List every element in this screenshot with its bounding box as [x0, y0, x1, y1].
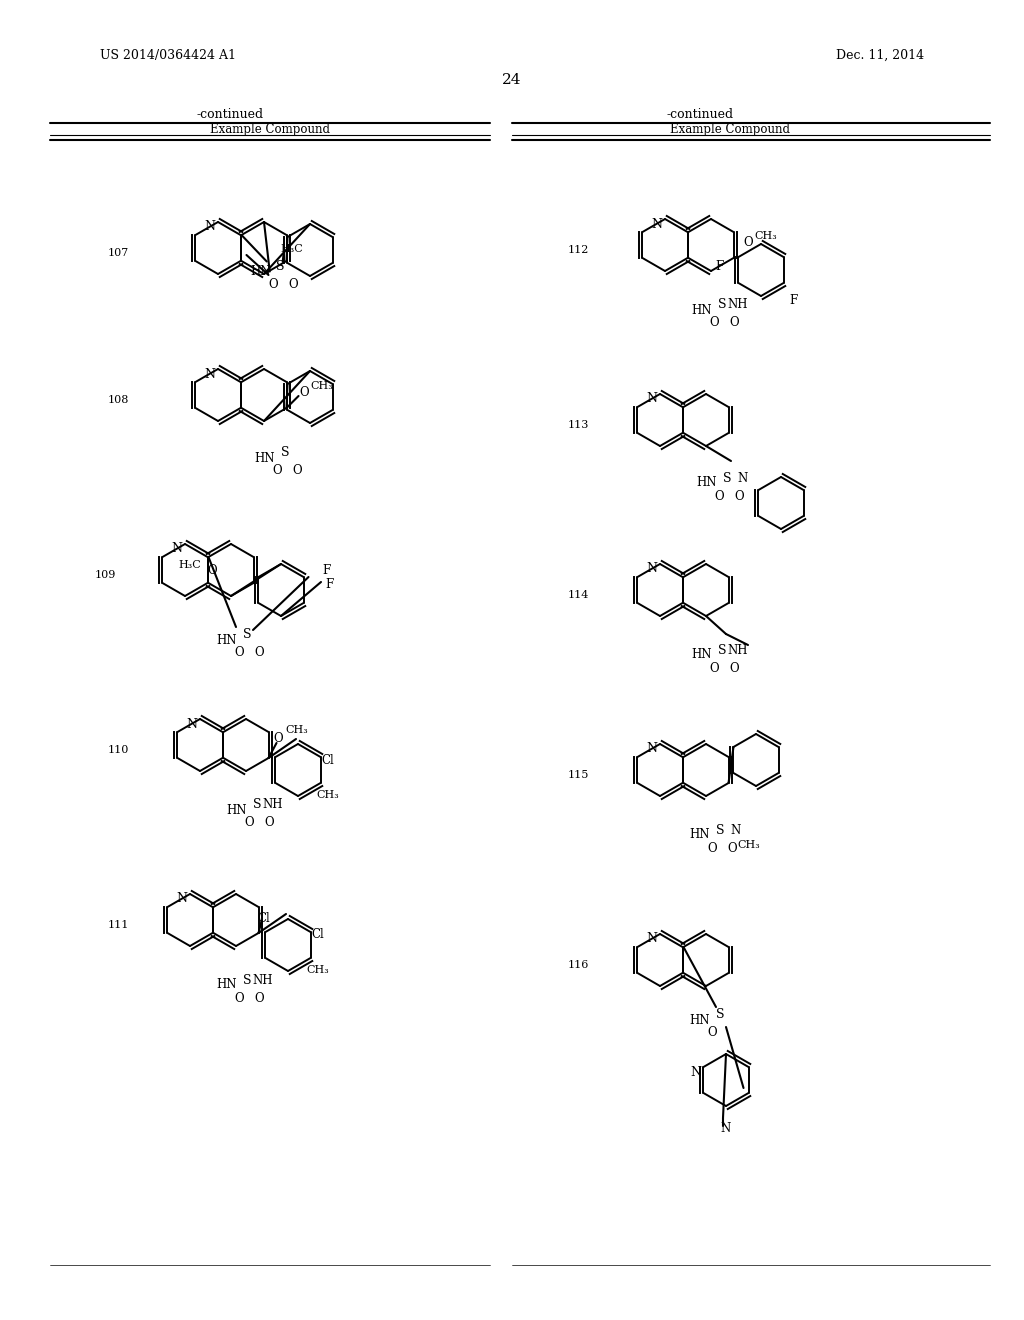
Text: O: O: [708, 842, 717, 854]
Text: HN: HN: [251, 265, 271, 279]
Text: HN: HN: [226, 804, 247, 817]
Text: S: S: [716, 1008, 724, 1022]
Text: S: S: [243, 628, 251, 642]
Text: O: O: [710, 317, 719, 330]
Text: 107: 107: [108, 248, 129, 257]
Text: S: S: [723, 471, 731, 484]
Text: S: S: [276, 260, 285, 273]
Text: NH: NH: [728, 298, 749, 312]
Text: CH₃: CH₃: [306, 965, 330, 975]
Text: N: N: [690, 1065, 701, 1078]
Text: CH₃: CH₃: [754, 231, 777, 242]
Text: 114: 114: [568, 590, 590, 601]
Text: O: O: [254, 991, 264, 1005]
Text: Example Compound: Example Compound: [210, 124, 330, 136]
Text: N: N: [738, 471, 749, 484]
Text: HN: HN: [690, 1014, 711, 1027]
Text: O: O: [714, 490, 724, 503]
Text: 113: 113: [568, 420, 590, 430]
Text: Cl: Cl: [322, 754, 335, 767]
Text: N: N: [186, 718, 198, 730]
Text: CH₃: CH₃: [316, 789, 339, 800]
Text: S: S: [718, 298, 726, 312]
Text: O: O: [288, 279, 298, 290]
Text: O: O: [292, 465, 302, 478]
Text: HN: HN: [217, 978, 238, 991]
Text: O: O: [234, 647, 244, 660]
Text: N: N: [646, 932, 657, 945]
Text: Example Compound: Example Compound: [670, 124, 790, 136]
Text: O: O: [729, 661, 738, 675]
Text: O: O: [264, 817, 273, 829]
Text: H₃C: H₃C: [178, 560, 201, 570]
Text: HN: HN: [217, 634, 238, 647]
Text: 115: 115: [568, 770, 590, 780]
Text: O: O: [272, 465, 282, 478]
Text: 111: 111: [108, 920, 129, 931]
Text: -continued: -continued: [197, 108, 263, 121]
Text: N: N: [171, 543, 182, 556]
Text: N: N: [176, 892, 187, 906]
Text: O: O: [729, 317, 738, 330]
Text: Dec. 11, 2014: Dec. 11, 2014: [836, 49, 924, 62]
Text: O: O: [734, 490, 743, 503]
Text: F: F: [322, 564, 330, 577]
Text: F: F: [788, 293, 797, 306]
Text: US 2014/0364424 A1: US 2014/0364424 A1: [100, 49, 236, 62]
Text: CH₃: CH₃: [310, 381, 333, 391]
Text: HN: HN: [692, 304, 713, 317]
Text: HN: HN: [255, 451, 275, 465]
Text: N: N: [646, 392, 657, 405]
Text: O: O: [268, 279, 278, 290]
Text: S: S: [253, 799, 261, 812]
Text: 109: 109: [95, 570, 117, 579]
Text: O: O: [254, 647, 264, 660]
Text: CH₃: CH₃: [737, 840, 761, 850]
Text: F: F: [325, 578, 333, 591]
Text: N: N: [205, 367, 215, 380]
Text: N: N: [651, 218, 663, 231]
Text: HN: HN: [696, 477, 717, 490]
Text: 24: 24: [502, 73, 522, 87]
Text: O: O: [743, 236, 754, 249]
Text: NH: NH: [253, 974, 273, 986]
Text: N: N: [646, 742, 657, 755]
Text: H₃C: H₃C: [281, 244, 303, 253]
Text: O: O: [710, 661, 719, 675]
Text: NH: NH: [728, 644, 749, 656]
Text: F: F: [715, 260, 723, 272]
Text: O: O: [244, 817, 254, 829]
Text: Cl: Cl: [311, 928, 325, 941]
Text: N: N: [731, 824, 741, 837]
Text: S: S: [243, 974, 251, 986]
Text: Cl: Cl: [257, 912, 270, 924]
Text: HN: HN: [690, 829, 711, 842]
Text: O: O: [300, 387, 309, 400]
Text: N: N: [205, 220, 215, 234]
Text: CH₃: CH₃: [285, 725, 308, 735]
Text: 110: 110: [108, 744, 129, 755]
Text: NH: NH: [263, 799, 284, 812]
Text: 112: 112: [568, 246, 590, 255]
Text: N: N: [721, 1122, 731, 1134]
Text: 116: 116: [568, 960, 590, 970]
Text: S: S: [718, 644, 726, 656]
Text: O: O: [234, 991, 244, 1005]
Text: N: N: [646, 562, 657, 576]
Text: O: O: [708, 1027, 717, 1040]
Text: 108: 108: [108, 395, 129, 405]
Text: -continued: -continued: [667, 108, 733, 121]
Text: O: O: [727, 842, 737, 854]
Text: S: S: [716, 824, 724, 837]
Text: S: S: [281, 446, 289, 459]
Text: O: O: [273, 731, 284, 744]
Text: O: O: [208, 565, 217, 578]
Text: HN: HN: [692, 648, 713, 661]
